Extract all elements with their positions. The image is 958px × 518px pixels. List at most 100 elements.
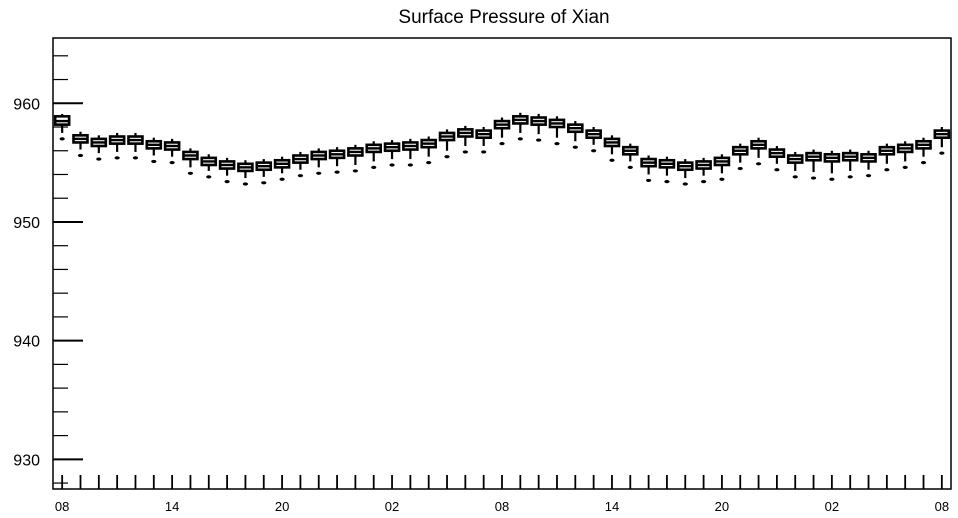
outlier-point: [609, 158, 615, 162]
box-plot: [457, 125, 474, 154]
box-plot: [915, 137, 932, 165]
outlier-point: [187, 171, 194, 175]
box-plot: [72, 131, 89, 158]
outlier-point: [755, 162, 762, 166]
box-plot: [731, 143, 749, 171]
outlier-point: [297, 174, 304, 178]
box-plot: [310, 148, 328, 175]
x-tick-label: 20: [715, 499, 729, 514]
outlier-point: [682, 182, 688, 186]
outlier-point: [646, 178, 652, 183]
outlier-point: [939, 151, 945, 155]
box-plot: [750, 137, 767, 166]
outlier-point: [444, 155, 450, 159]
outlier-point: [242, 182, 249, 186]
box-plot: [841, 149, 859, 179]
outlier-point: [261, 181, 267, 185]
box-plot: [292, 151, 309, 178]
y-tick-label: 960: [13, 96, 40, 113]
outlier-point: [865, 174, 872, 178]
x-tick-label: 08: [495, 499, 509, 514]
outlier-point: [462, 150, 468, 154]
box-plot: [273, 156, 291, 181]
outlier-point: [774, 168, 780, 172]
box-plot: [475, 127, 492, 154]
outlier-point: [352, 169, 358, 173]
box-plot: [255, 159, 273, 185]
box-plot: [53, 113, 71, 141]
outlier-point: [389, 163, 395, 167]
x-tick-label: 20: [275, 499, 289, 514]
box-plot: [493, 117, 511, 146]
box-plot: [695, 157, 712, 184]
x-axis: 08 14 20 02 08 14 20 02 08: [55, 475, 949, 514]
outlier-point: [902, 165, 908, 169]
outlier-point: [664, 180, 670, 184]
outlier-point: [591, 149, 597, 153]
outlier-point: [96, 157, 102, 161]
outlier-point: [810, 176, 817, 180]
outlier-point: [407, 163, 413, 167]
outlier-point: [206, 175, 212, 179]
box-plot: [658, 156, 676, 184]
outlier-point: [371, 165, 377, 169]
outlier-point: [700, 180, 707, 184]
outlier-point: [59, 137, 65, 141]
box-plot: [823, 150, 841, 181]
box-plot: [860, 150, 877, 178]
x-tick-label: 08: [935, 499, 949, 514]
outlier-point: [132, 156, 139, 160]
box-plot: [603, 135, 621, 162]
outlier-point: [920, 161, 927, 165]
box-plot: [200, 154, 218, 179]
box-plot: [621, 143, 639, 169]
outlier-point: [426, 161, 432, 165]
box-plot: [163, 138, 181, 165]
box-plot: [878, 143, 896, 172]
box-plot: [530, 113, 547, 142]
box-plot: [567, 121, 584, 149]
box-plot: [402, 138, 419, 167]
outlier-point: [554, 142, 560, 146]
box-plot: [585, 127, 602, 153]
outlier-point: [224, 180, 230, 184]
x-tick-label: 14: [165, 499, 179, 514]
outlier-point: [719, 177, 725, 181]
box-plot: [438, 129, 456, 159]
outlier-point: [536, 138, 542, 142]
y-tick-label: 940: [13, 334, 40, 351]
chart-title: Surface Pressure of Xian: [398, 7, 609, 28]
outlier-point: [499, 142, 505, 146]
box-plot: [713, 154, 731, 181]
y-axis: 930 940 950 960: [13, 55, 83, 484]
outlier-point: [737, 166, 743, 171]
x-tick-label: 02: [385, 499, 399, 514]
x-tick-label: 14: [605, 499, 619, 514]
x-tick-label: 02: [825, 499, 839, 514]
box-plot: [347, 144, 364, 173]
outlier-point: [572, 145, 578, 149]
box-series: [53, 112, 951, 186]
outlier-point: [481, 150, 487, 154]
box-plot: [237, 160, 254, 186]
box-plot: [676, 159, 694, 186]
outlier-point: [884, 168, 890, 172]
outlier-point: [829, 177, 835, 181]
box-plot: [218, 157, 236, 184]
outlier-point: [316, 171, 322, 175]
y-tick-label: 950: [13, 215, 40, 232]
box-plot: [182, 148, 199, 175]
outlier-point: [169, 161, 175, 165]
outlier-point: [792, 175, 798, 179]
outlier-point: [517, 137, 523, 141]
box-plot: [90, 135, 108, 161]
box-plot: [420, 136, 437, 165]
box-plot: [145, 137, 163, 164]
plot-frame: [52, 37, 952, 490]
box-plot: [933, 127, 951, 155]
box-plot: [896, 141, 914, 169]
outlier-point: [279, 177, 285, 181]
x-tick-label: 08: [55, 499, 69, 514]
box-plot: [548, 116, 566, 146]
